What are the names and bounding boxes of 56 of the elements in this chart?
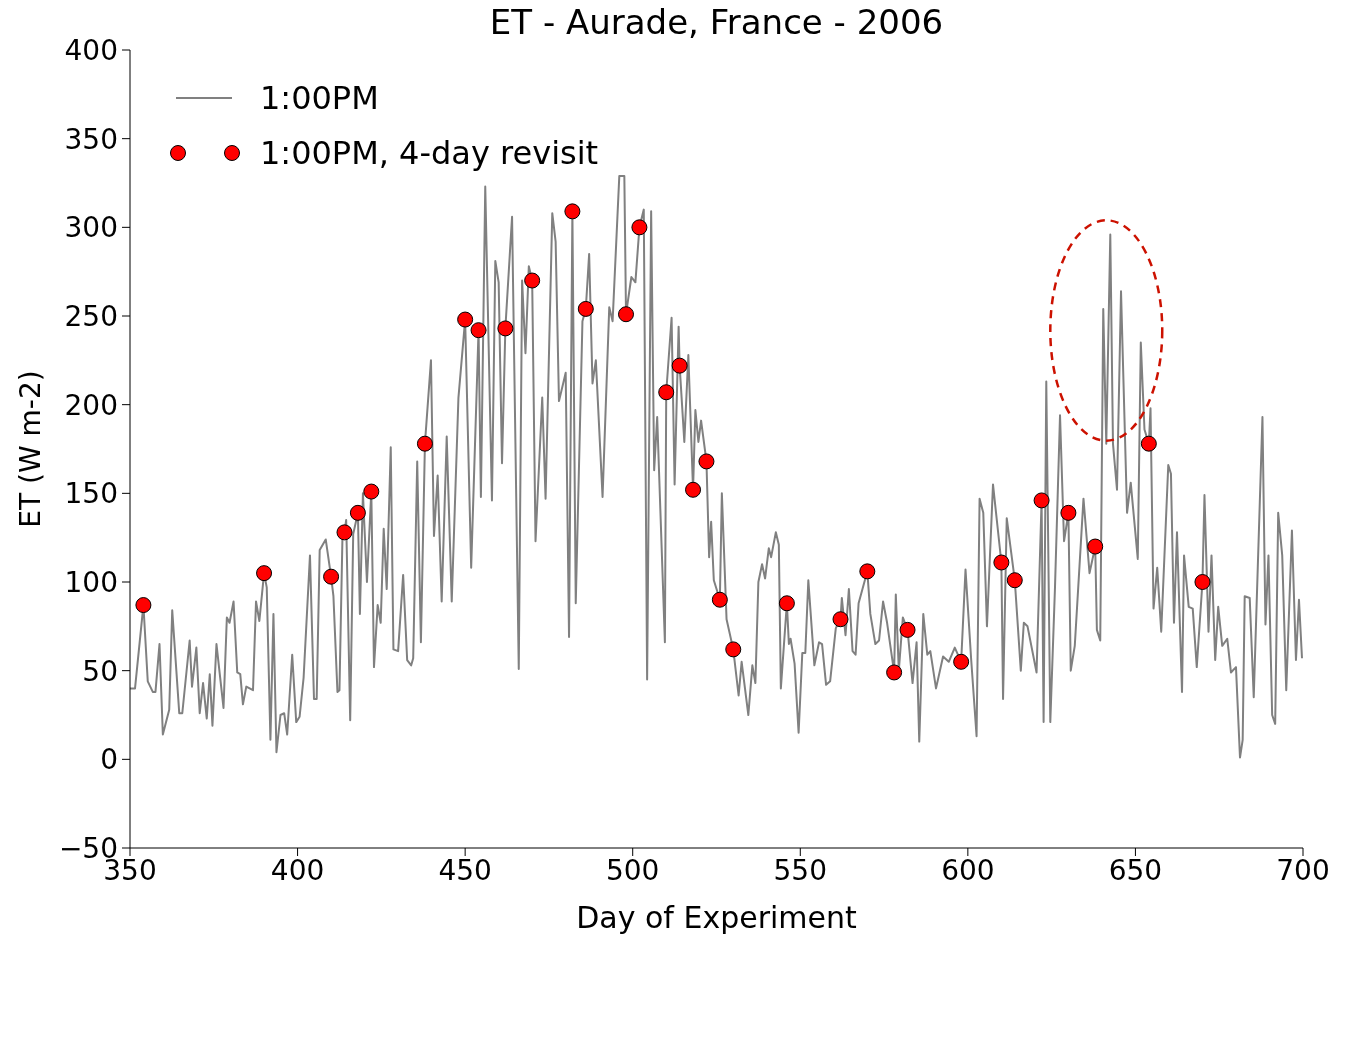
point: [671, 357, 688, 374]
y-axis-title: ET (W m-2): [13, 370, 47, 528]
point: [631, 219, 648, 236]
x-tick-label: 500: [605, 853, 660, 887]
point: [457, 311, 474, 328]
point: [618, 306, 635, 323]
point: [899, 621, 916, 638]
x-tick-label: 600: [941, 853, 995, 887]
point: [1087, 538, 1104, 555]
legend-label: 1:00PM, 4-day revisit: [260, 133, 599, 172]
y-tick-label: 350: [64, 122, 118, 156]
point: [416, 435, 433, 452]
point: [323, 568, 340, 585]
y-tick-label: 200: [64, 388, 118, 422]
point: [524, 272, 541, 289]
chart-title: ET - Aurade, France - 2006: [488, 2, 945, 42]
point: [1060, 504, 1077, 521]
point: [470, 322, 487, 339]
x-tick-label: 700: [1276, 853, 1330, 887]
point: [993, 554, 1010, 571]
point: [953, 653, 970, 670]
x-axis-title: Day of Experiment: [576, 900, 858, 935]
y-tick-label: 100: [64, 565, 118, 599]
point: [886, 664, 903, 681]
point: [1006, 572, 1023, 589]
point: [725, 641, 742, 658]
point: [577, 300, 594, 317]
point: [1194, 574, 1211, 590]
line-series: [130, 174, 1303, 759]
y-tick-label: 150: [64, 477, 118, 511]
point: [497, 320, 514, 337]
point: [832, 611, 849, 628]
x-tick-label: 400: [270, 853, 325, 887]
y-tick-label: 400: [64, 33, 118, 67]
y-tick-label: 50: [82, 654, 118, 688]
x-tick-label: 550: [773, 853, 828, 887]
point: [658, 384, 675, 401]
point: [349, 504, 366, 521]
legend-label: 1:00PM: [260, 78, 379, 117]
point: [778, 595, 795, 612]
point: [135, 597, 152, 614]
point: [698, 453, 715, 470]
point: [256, 565, 273, 582]
point: [363, 483, 380, 500]
y-tick-label: 0: [100, 743, 118, 777]
point: [1033, 492, 1050, 509]
point: [859, 563, 876, 580]
x-tick-label: 450: [438, 853, 492, 887]
x-tick-label: 650: [1108, 853, 1163, 887]
point: [564, 203, 581, 220]
y-tick-label: 300: [64, 211, 118, 245]
point: [1140, 435, 1157, 452]
point: [685, 481, 702, 498]
point: [711, 591, 728, 608]
y-tick-label: 250: [64, 299, 118, 333]
point: [336, 524, 353, 541]
